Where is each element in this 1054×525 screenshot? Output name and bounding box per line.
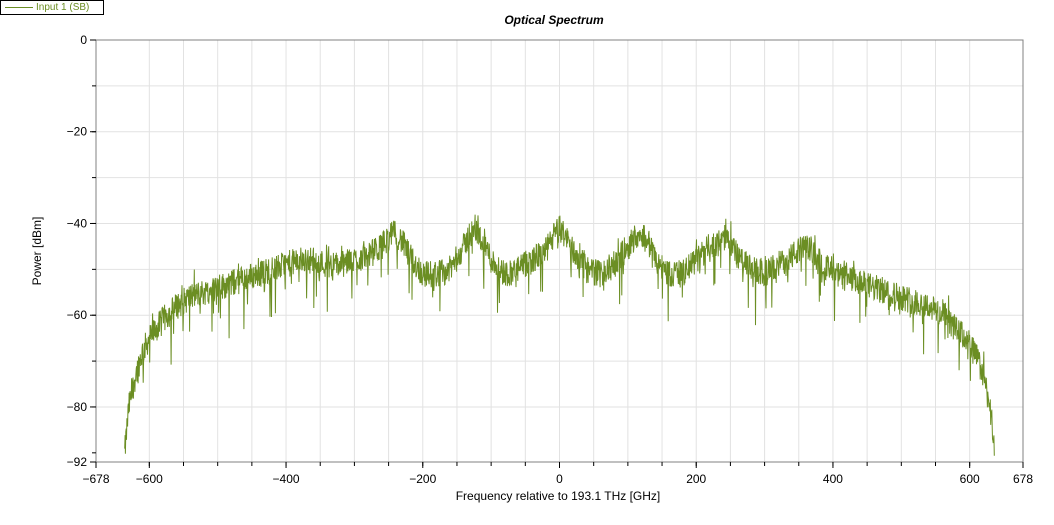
x-tick-label: −400: [273, 472, 300, 486]
legend: Input 1 (SB): [0, 0, 104, 15]
y-tick-label: −20: [67, 125, 88, 139]
legend-swatch: [5, 7, 33, 8]
x-tick-label: 400: [823, 472, 843, 486]
y-tick-label: −60: [67, 308, 88, 322]
x-tick-label: 600: [960, 472, 980, 486]
y-tick-label: −80: [67, 400, 88, 414]
y-axis-label: Power [dBm]: [30, 217, 44, 286]
x-tick-label: −200: [409, 472, 436, 486]
x-axis-label: Frequency relative to 193.1 THz [GHz]: [456, 489, 661, 503]
y-tick-label: −92: [67, 455, 88, 469]
legend-entry: Input 1 (SB): [36, 2, 90, 13]
y-axis: 0 −20 −40 −60 −80 −92: [67, 33, 96, 469]
x-axis: −678 −600 −400 −200 0 200 400 600 678: [82, 462, 1033, 486]
series-group: [124, 214, 995, 456]
x-tick-label: 0: [556, 472, 563, 486]
x-tick-label: −678: [82, 472, 109, 486]
x-tick-label: 200: [686, 472, 706, 486]
x-tick-label: −600: [136, 472, 163, 486]
x-tick-label: 678: [1013, 472, 1033, 486]
y-tick-label: −40: [67, 216, 88, 230]
series-line: [124, 214, 995, 456]
chart-title: Optical Spectrum: [504, 13, 604, 27]
grid: [96, 39, 1023, 462]
y-tick-label: 0: [80, 33, 87, 47]
